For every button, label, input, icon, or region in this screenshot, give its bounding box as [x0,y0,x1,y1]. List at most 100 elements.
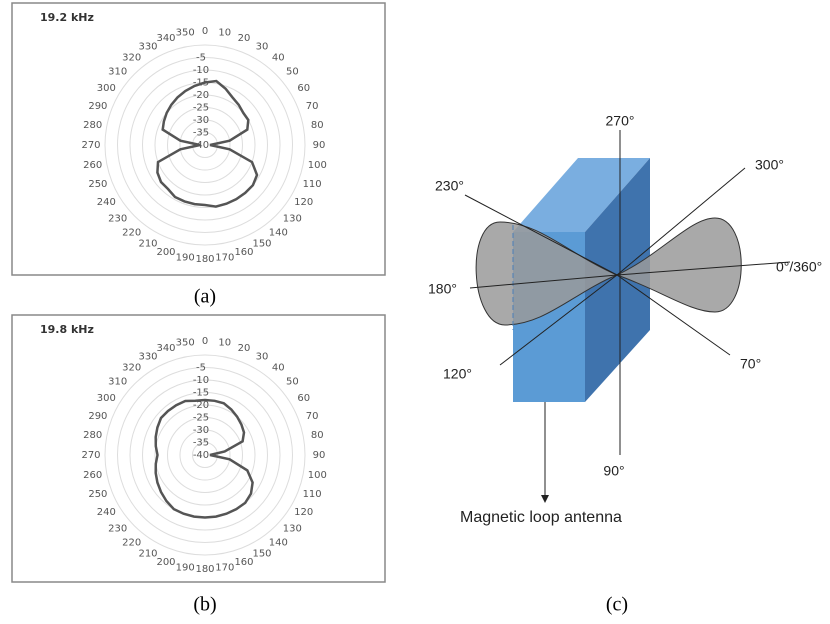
figure: 19.2 kHz-40-35-30-25-20-15-10-5010203040… [0,0,830,624]
r-tick-label: -5 [196,53,206,64]
angle-label: 260 [83,160,102,171]
angle-label: 70° [740,356,761,372]
angle-label: 280 [83,120,102,131]
r-tick-label: -15 [193,388,209,399]
angle-label: 310 [108,67,127,78]
angle-label: 120 [294,197,313,208]
angle-label: 260 [83,470,102,481]
angle-label: 300 [97,83,116,94]
r-tick-label: -35 [193,438,209,449]
angle-label: 50 [286,67,299,78]
angle-label: 70 [306,411,319,422]
angle-label: 80 [311,430,324,441]
angle-label: 110 [303,179,322,190]
arrow-head [541,495,549,503]
angle-label: 10 [218,28,231,39]
angle-label: 310 [108,377,127,388]
angle-label: 190 [176,562,195,573]
angle-label: 20 [238,343,251,354]
angle-label: 170 [215,562,234,573]
angle-label: 110 [303,489,322,500]
r-tick-label: -40 [193,450,209,461]
panel-a-frame [12,3,385,275]
angle-label: 180 [195,254,214,265]
angle-label: 200 [156,557,175,568]
angle-label: 150 [252,549,271,560]
angle-label: 60 [297,83,310,94]
angle-label: 80 [311,120,324,131]
angle-label: 330 [138,41,157,52]
angle-label: 200 [156,247,175,258]
angle-label: 250 [88,179,107,190]
angle-label: 120 [294,507,313,518]
angle-label: 220 [122,227,141,238]
angle-label: 290 [88,411,107,422]
angle-label: 290 [88,101,107,112]
chart-title: 19.2 kHz [40,11,94,24]
angle-label: 250 [88,489,107,500]
angle-label: 130 [283,213,302,224]
angle-label: 230 [108,523,127,534]
angle-label: 180° [428,281,457,297]
r-tick-label: -20 [193,90,209,101]
angle-label: 130 [283,523,302,534]
angle-label: 90° [603,463,624,479]
angle-label: 0 [202,336,208,347]
angle-label: 240 [97,507,116,518]
angle-label: 0 [202,26,208,37]
angle-label: 100 [308,160,327,171]
r-tick-label: -10 [193,375,209,386]
caption: (b) [193,594,216,616]
angle-label: 230° [435,178,464,194]
angle-label: 340 [156,33,175,44]
chart-title: 19.8 kHz [40,323,94,336]
angle-label: 60 [297,393,310,404]
angle-label: 280 [83,430,102,441]
angle-label: 190 [176,252,195,263]
r-tick-label: -5 [196,363,206,374]
angle-label: 270° [606,113,635,129]
angle-label: 210 [138,549,157,560]
antenna-label: Magnetic loop antenna [460,509,622,526]
angle-label: 170 [215,252,234,263]
angle-label: 90 [313,450,326,461]
angle-label: 20 [238,33,251,44]
r-tick-label: -25 [193,413,209,424]
angle-label: 330 [138,351,157,362]
angle-label: 120° [443,366,472,382]
angle-label: 270 [81,450,100,461]
angle-label: 90 [313,140,326,151]
angle-label: 160 [234,247,253,258]
r-tick-label: -25 [193,103,209,114]
angle-label: 350 [176,28,195,39]
angle-label: 230 [108,213,127,224]
angle-label: 100 [308,470,327,481]
angle-label: 70 [306,101,319,112]
angle-label: 40 [272,53,285,64]
angle-label: 270 [81,140,100,151]
angle-label: 240 [97,197,116,208]
angle-label: 180 [195,564,214,575]
angle-label: 220 [122,537,141,548]
angle-label: 150 [252,239,271,250]
angle-label: 140 [269,227,288,238]
angle-label: 210 [138,239,157,250]
angle-label: 300 [97,393,116,404]
r-tick-label: -35 [193,128,209,139]
antenna-diagram: 270° 300° 230° 180° 0°/360° 120° 70° 90°… [428,113,822,527]
angle-label: 30 [256,41,269,52]
caption: (c) [606,594,628,616]
angle-label: 40 [272,363,285,374]
angle-label: 340 [156,343,175,354]
angle-label: 350 [176,338,195,349]
angle-label: 300° [755,157,784,173]
angle-label: 50 [286,377,299,388]
angle-label: 140 [269,537,288,548]
angle-label: 320 [122,53,141,64]
angle-label: 0°/360° [776,259,822,275]
r-tick-label: -10 [193,65,209,76]
angle-label: 30 [256,351,269,362]
angle-label: 160 [234,557,253,568]
angle-label: 10 [218,338,231,349]
r-tick-label: -30 [193,115,209,126]
